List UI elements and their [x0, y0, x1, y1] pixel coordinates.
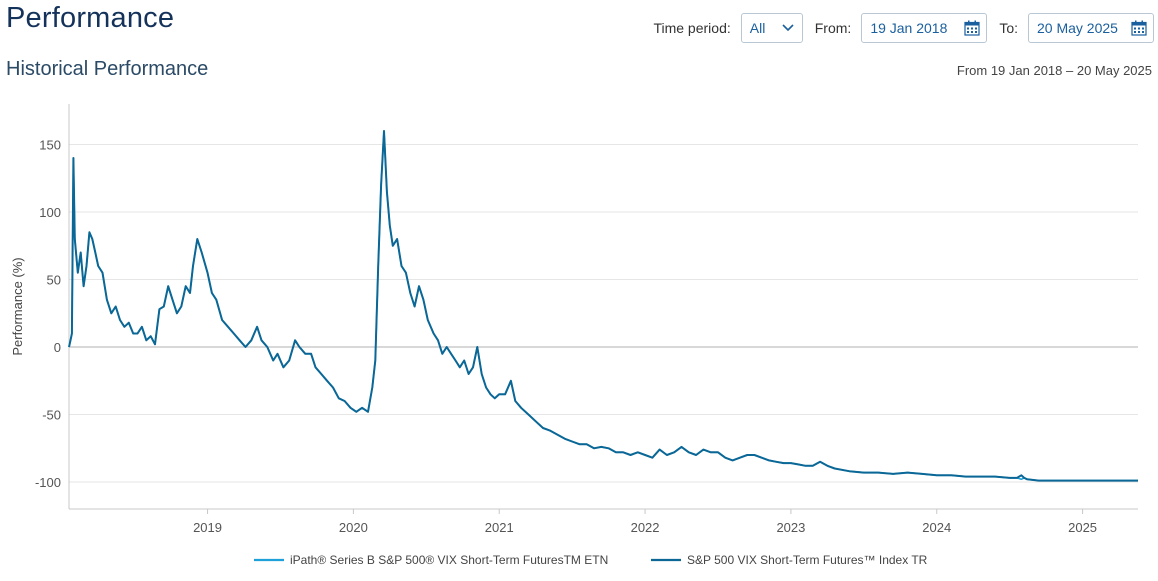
x-tick-label: 2021 — [485, 520, 514, 535]
y-tick-label: 50 — [47, 273, 61, 288]
legend-label: S&P 500 VIX Short-Term Futures™ Index TR — [687, 553, 928, 567]
chart-legend: iPath® Series B S&P 500® VIX Short-Term … — [254, 553, 928, 567]
time-period-select[interactable]: All — [740, 13, 803, 43]
legend-label: iPath® Series B S&P 500® VIX Short-Term … — [290, 553, 608, 567]
chart-svg: 150 100 50 0 -50 -100 Performance (%) 2019 2020… — [10, 104, 1138, 567]
from-date-value: 19 Jan 2018 — [870, 20, 948, 36]
y-tick-label: -50 — [42, 408, 61, 423]
page-title: Performance — [6, 2, 175, 34]
time-period-label: Time period: — [653, 20, 731, 36]
from-date-field[interactable]: 19 Jan 2018 — [861, 13, 988, 43]
series-line-etn — [68, 130, 1138, 482]
date-controls: Time period: All From: 19 Jan 2018 To: 2… — [653, 13, 1154, 43]
date-range-text: From 19 Jan 2018 – 20 May 2025 — [956, 63, 1152, 78]
y-tick-label: 150 — [39, 138, 61, 153]
time-period-value: All — [749, 20, 766, 36]
section-title: Historical Performance — [6, 58, 209, 80]
x-axis: 2019 2020 2021 2022 2023 2024 2025 — [69, 508, 1138, 535]
y-axis: 150 100 50 0 -50 -100 Performance (%) — [10, 104, 70, 509]
x-tick-label: 2025 — [1068, 520, 1097, 535]
chart-grid — [69, 144, 1138, 483]
to-date-field[interactable]: 20 May 2025 — [1028, 13, 1154, 43]
chevron-down-icon — [782, 24, 794, 32]
y-tick-label: 0 — [54, 340, 61, 355]
x-tick-label: 2022 — [631, 520, 660, 535]
to-date-value: 20 May 2025 — [1037, 20, 1118, 36]
x-tick-label: 2024 — [922, 520, 951, 535]
calendar-icon[interactable] — [964, 20, 980, 36]
calendar-icon[interactable] — [1131, 20, 1147, 36]
chart-series — [68, 130, 1138, 482]
performance-chart: 150 100 50 0 -50 -100 Performance (%) 2019 2020… — [0, 96, 1158, 576]
y-tick-label: 100 — [39, 205, 61, 220]
from-label: From: — [814, 20, 852, 36]
y-tick-label: -100 — [35, 475, 61, 490]
x-tick-label: 2019 — [193, 520, 222, 535]
x-tick-label: 2023 — [776, 520, 805, 535]
series-line-index — [68, 130, 1138, 482]
to-label: To: — [999, 20, 1018, 36]
y-axis-label: Performance (%) — [10, 257, 25, 355]
x-tick-label: 2020 — [339, 520, 368, 535]
